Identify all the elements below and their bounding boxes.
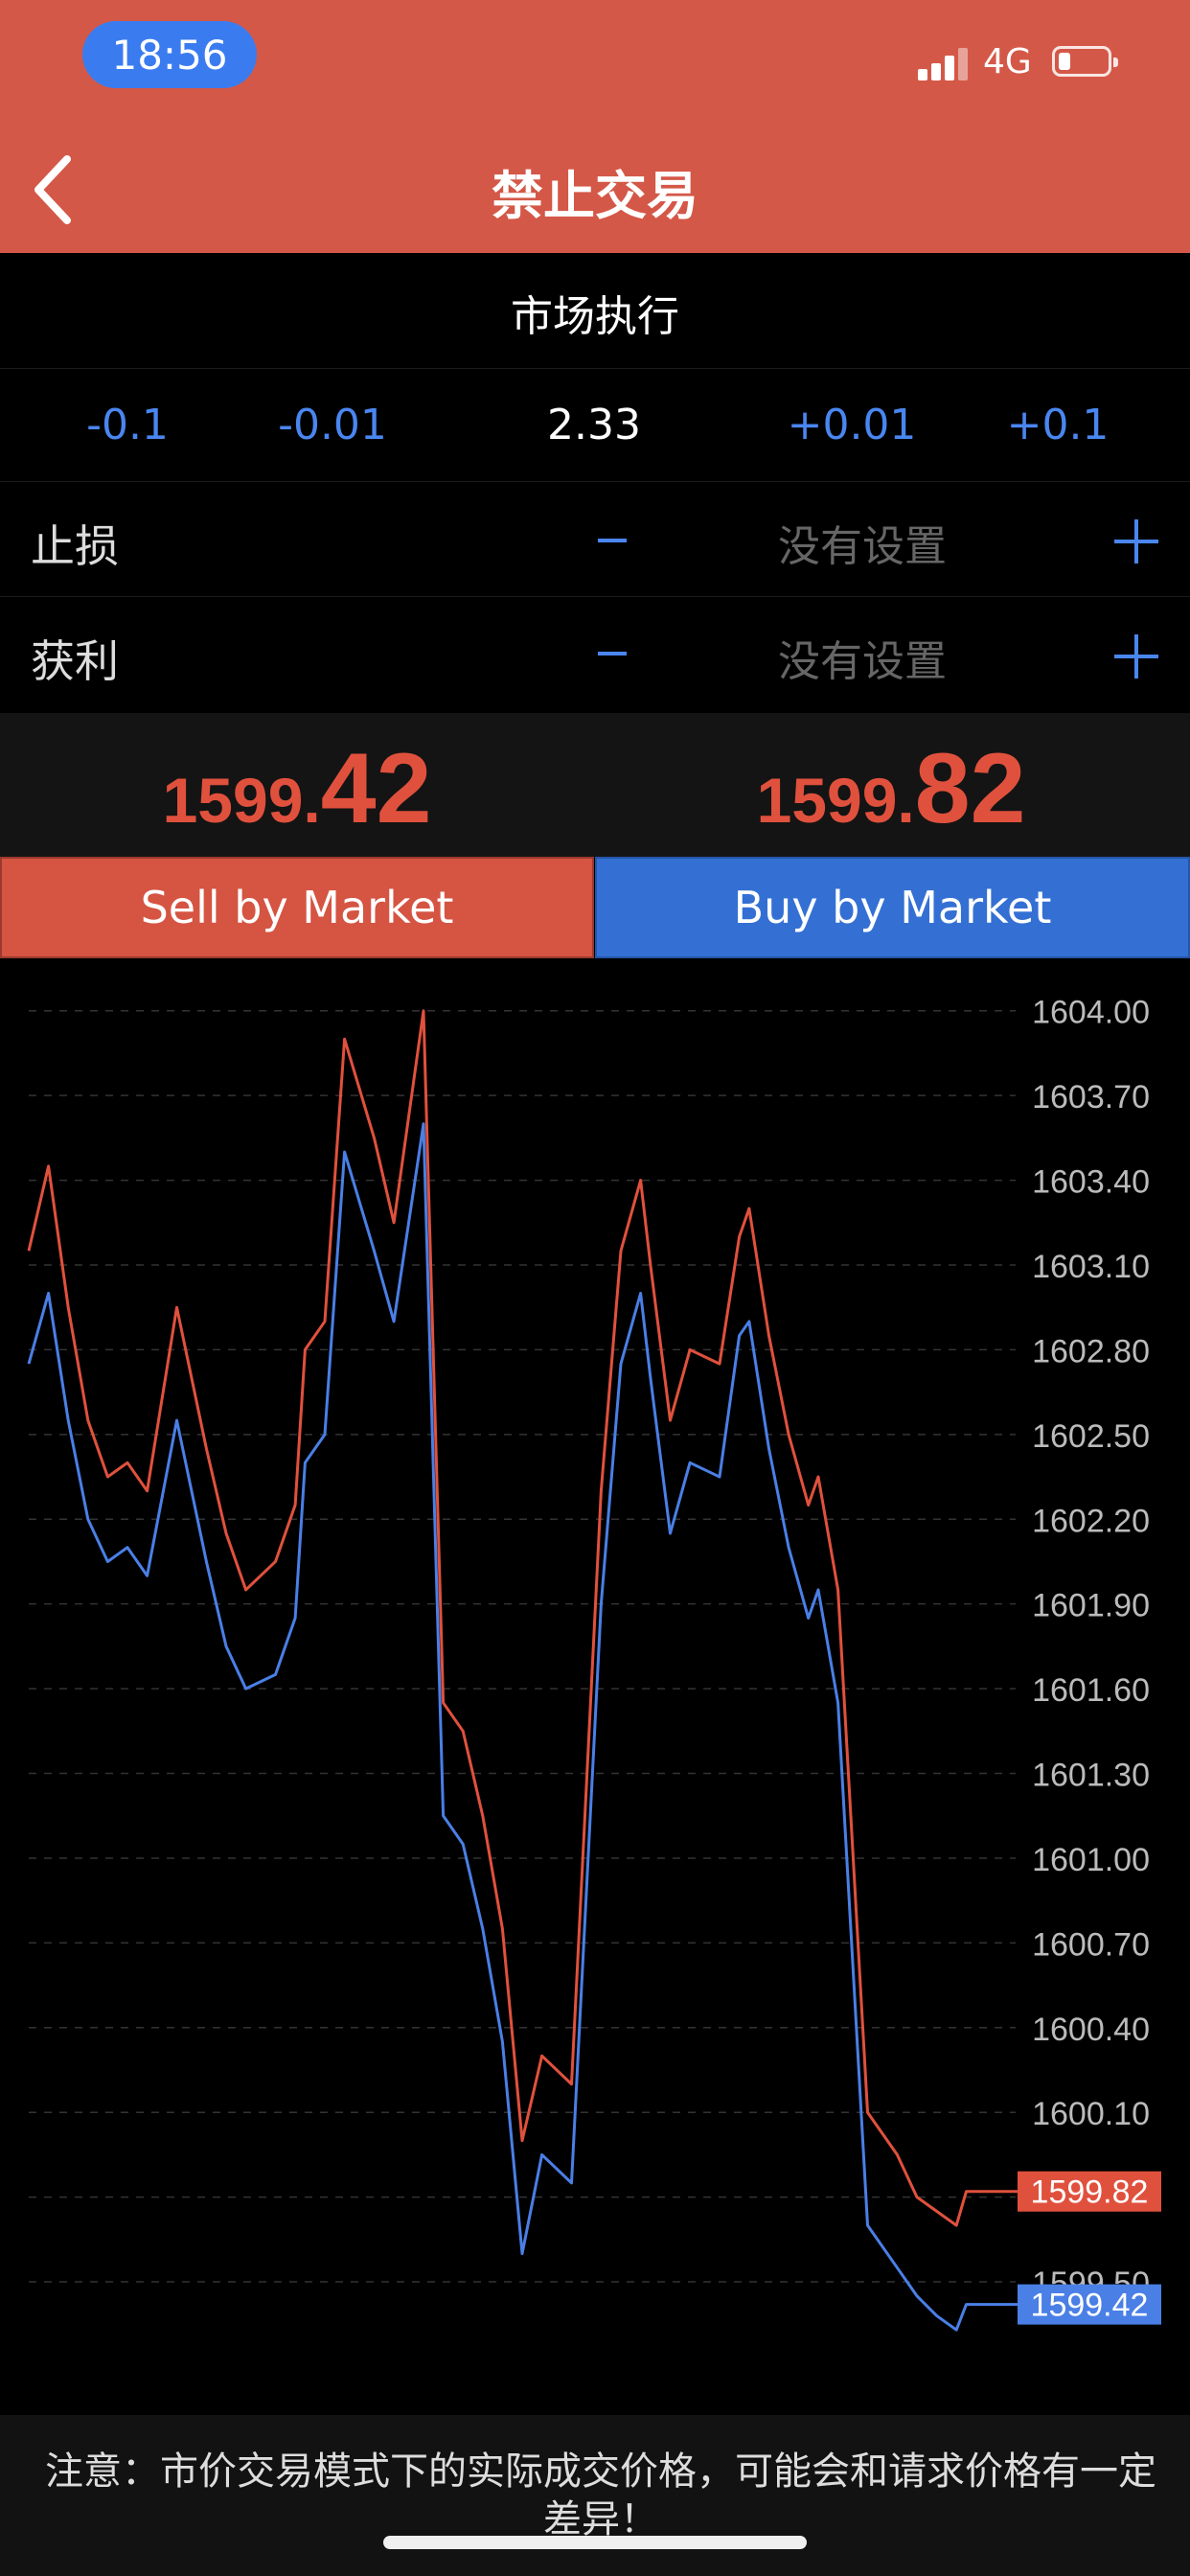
- market-execution-note: 注意：市价交易模式下的实际成交价格，可能会和请求价格有一定差异！: [45, 2450, 1156, 2542]
- y-tick-label: 1601.90: [1032, 1588, 1150, 1624]
- last-price-tag: [1018, 2171, 1161, 2212]
- y-tick-label: 1603.40: [1032, 1164, 1150, 1201]
- take-profit-value[interactable]: 没有设置: [778, 637, 947, 686]
- take-profit-plus-button[interactable]: [1114, 634, 1158, 678]
- page-title: 禁止交易: [492, 166, 698, 226]
- y-tick-label: 1600.40: [1032, 2012, 1150, 2048]
- take-profit-label: 获利: [31, 635, 119, 687]
- buy-by-market-button[interactable]: Buy by Market: [595, 857, 1190, 958]
- y-tick-label: 1603.70: [1032, 1079, 1150, 1116]
- y-tick-label: 1600.10: [1032, 2096, 1150, 2132]
- volume-value[interactable]: 2.33: [547, 401, 641, 449]
- network-label: 4G: [983, 42, 1032, 81]
- status-time: 18:56: [82, 21, 257, 88]
- y-tick-label: 1602.80: [1032, 1333, 1150, 1369]
- price-chart-svg: 1604.00 1603.70 1603.40 1603.10 1602.80 1602.…: [27, 995, 1161, 2332]
- buy-price: 1599.82: [756, 733, 1026, 844]
- y-tick-label: 1603.10: [1032, 1249, 1150, 1285]
- sell-price: 1599.42: [162, 733, 432, 844]
- price-chart: 1604.00 1603.70 1603.40 1603.10 1602.80 1602.…: [0, 958, 1190, 2415]
- y-tick-label: 1601.60: [1032, 1672, 1150, 1709]
- last-price-label: 1599.82: [1031, 2174, 1149, 2211]
- signal-icon: [918, 48, 972, 80]
- battery-icon: [1052, 46, 1118, 77]
- y-tick-label: 1604.00: [1032, 995, 1150, 1031]
- volume-step-plus-0-1[interactable]: +0.1: [1006, 401, 1110, 449]
- y-tick-label: 1600.70: [1032, 1926, 1150, 1963]
- volume-step-plus-0-01[interactable]: +0.01: [787, 401, 917, 449]
- back-arrow-icon[interactable]: [27, 151, 84, 228]
- stop-loss-label: 止损: [31, 520, 119, 572]
- y-tick-label: 1601.00: [1032, 1842, 1150, 1878]
- take-profit-minus-button[interactable]: [598, 652, 627, 656]
- footer: 注意：市价交易模式下的实际成交价格，可能会和请求价格有一定差异！: [0, 2415, 1190, 2576]
- header-bar: 18:56 4G 禁止交易: [0, 0, 1190, 253]
- home-indicator[interactable]: [383, 2536, 807, 2549]
- volume-step-minus-0-1[interactable]: -0.1: [86, 401, 169, 449]
- execution-mode[interactable]: 市场执行: [511, 292, 679, 341]
- stop-loss-plus-button[interactable]: [1114, 519, 1158, 564]
- y-tick-label: 1602.20: [1032, 1503, 1150, 1539]
- stop-loss-minus-button[interactable]: [598, 539, 627, 542]
- sell-by-market-button[interactable]: Sell by Market: [0, 857, 594, 958]
- y-tick-label: 1601.30: [1032, 1758, 1150, 1794]
- execution-panel: 市场执行 -0.1 -0.01 2.33 +0.01 +0.1 止损 没有设置 …: [0, 253, 1190, 713]
- y-tick-label: 1602.50: [1032, 1418, 1150, 1455]
- sell-price-series-line: [27, 1122, 1016, 2332]
- price-panel: 1599.42 1599.82: [0, 713, 1190, 857]
- volume-step-minus-0-01[interactable]: -0.01: [278, 401, 387, 449]
- buy-price-series-line: [27, 1009, 1016, 2227]
- stop-loss-value[interactable]: 没有设置: [778, 522, 947, 571]
- last-price-label: 1599.42: [1031, 2288, 1149, 2324]
- last-price-tag: [1018, 2284, 1161, 2325]
